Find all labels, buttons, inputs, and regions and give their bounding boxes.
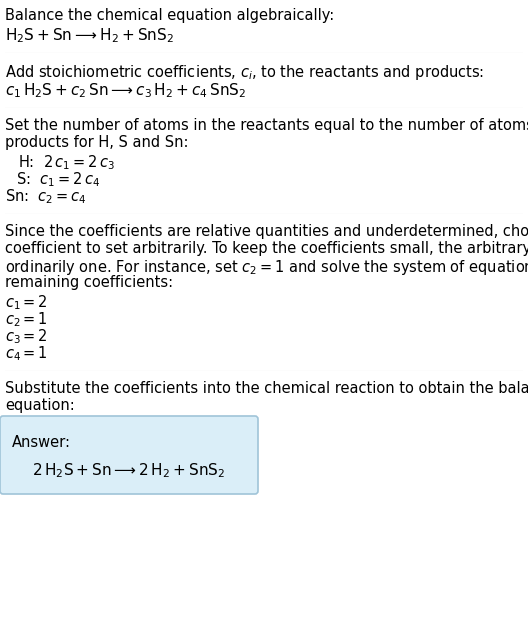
Text: equation:: equation: — [5, 398, 75, 413]
Text: ordinarily one. For instance, set $c_2 = 1$ and solve the system of equations fo: ordinarily one. For instance, set $c_2 =… — [5, 258, 528, 277]
Text: products for H, S and Sn:: products for H, S and Sn: — [5, 135, 188, 150]
Text: $\mathrm{Sn}$:  $c_2 = c_4$: $\mathrm{Sn}$: $c_2 = c_4$ — [5, 187, 87, 205]
Text: $\mathrm{H_2S + Sn \longrightarrow H_2 + SnS_2}$: $\mathrm{H_2S + Sn \longrightarrow H_2 +… — [5, 26, 174, 45]
Text: $c_2 = 1$: $c_2 = 1$ — [5, 310, 48, 329]
Text: Set the number of atoms in the reactants equal to the number of atoms in the: Set the number of atoms in the reactants… — [5, 118, 528, 133]
Text: $2\,\mathrm{H_2S} + \mathrm{Sn} \longrightarrow 2\,\mathrm{H_2} + \mathrm{SnS_2}: $2\,\mathrm{H_2S} + \mathrm{Sn} \longrig… — [32, 461, 225, 480]
Text: $c_4 = 1$: $c_4 = 1$ — [5, 344, 48, 363]
Text: $c_1\,\mathrm{H_2S} + c_2\,\mathrm{Sn} \longrightarrow c_3\,\mathrm{H_2} + c_4\,: $c_1\,\mathrm{H_2S} + c_2\,\mathrm{Sn} \… — [5, 81, 246, 100]
FancyBboxPatch shape — [0, 416, 258, 494]
Text: Since the coefficients are relative quantities and underdetermined, choose a: Since the coefficients are relative quan… — [5, 224, 528, 239]
Text: $c_1 = 2$: $c_1 = 2$ — [5, 293, 48, 312]
Text: Add stoichiometric coefficients, $c_i$, to the reactants and products:: Add stoichiometric coefficients, $c_i$, … — [5, 63, 484, 82]
Text: remaining coefficients:: remaining coefficients: — [5, 275, 173, 290]
Text: coefficient to set arbitrarily. To keep the coefficients small, the arbitrary va: coefficient to set arbitrarily. To keep … — [5, 241, 528, 256]
Text: Answer:: Answer: — [12, 435, 71, 450]
Text: $\mathrm{H}$:  $2\,c_1 = 2\,c_3$: $\mathrm{H}$: $2\,c_1 = 2\,c_3$ — [18, 153, 115, 172]
Text: Balance the chemical equation algebraically:: Balance the chemical equation algebraica… — [5, 8, 334, 23]
Text: $c_3 = 2$: $c_3 = 2$ — [5, 327, 48, 346]
Text: $\mathrm{S}$:  $c_1 = 2\,c_4$: $\mathrm{S}$: $c_1 = 2\,c_4$ — [16, 170, 100, 189]
Text: Substitute the coefficients into the chemical reaction to obtain the balanced: Substitute the coefficients into the che… — [5, 381, 528, 396]
